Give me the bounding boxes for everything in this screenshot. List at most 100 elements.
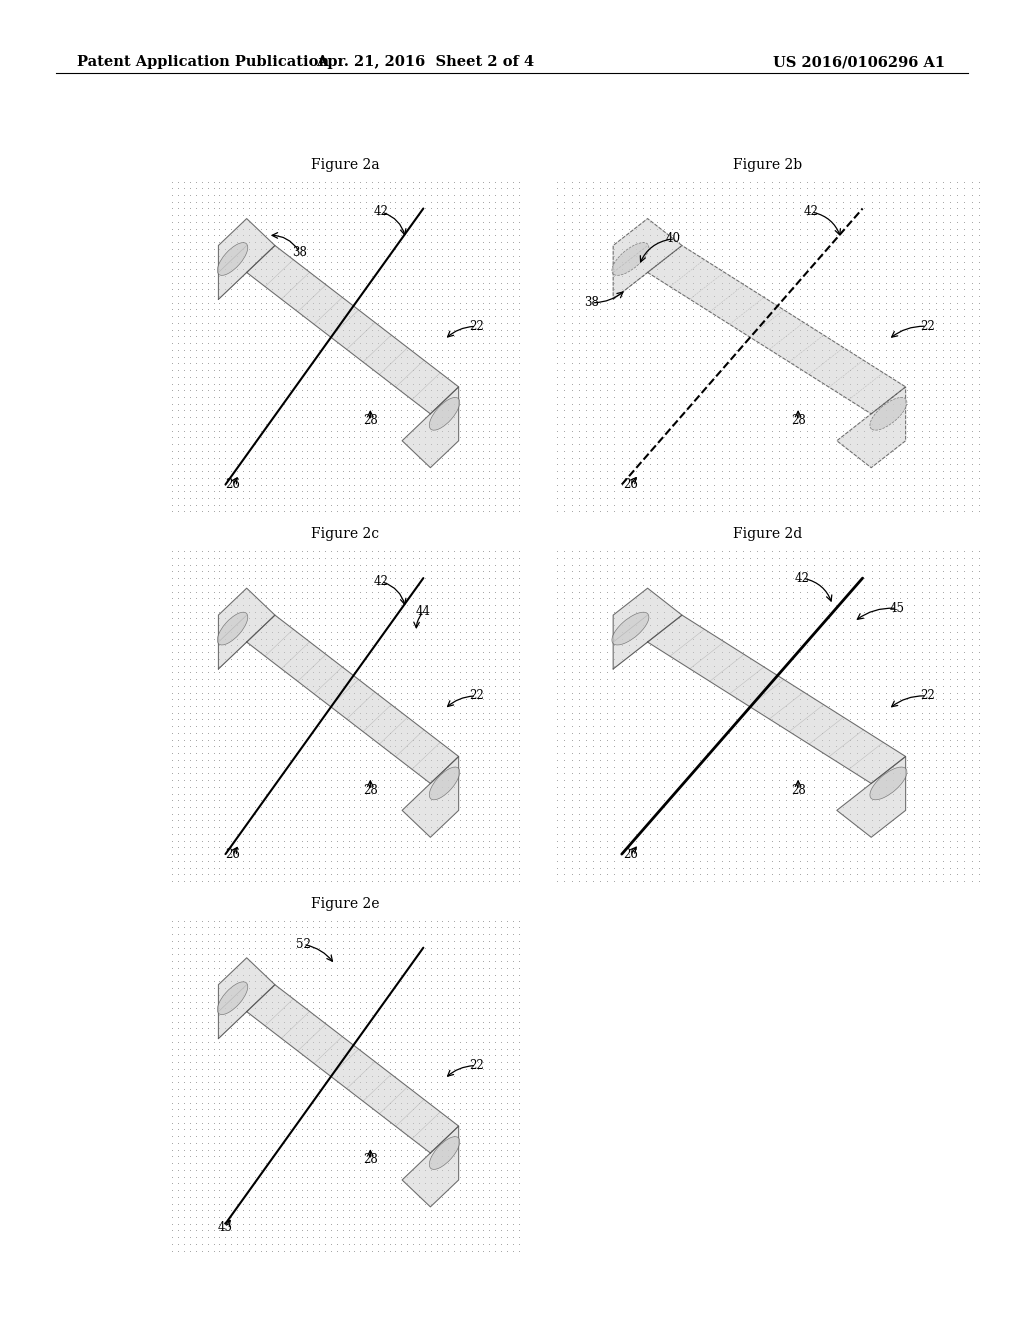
Point [164, 931, 180, 952]
Point [411, 970, 427, 991]
Point [358, 1133, 375, 1154]
Point [458, 917, 474, 939]
Point [187, 1052, 204, 1073]
Point [585, 622, 601, 643]
Point [275, 668, 292, 689]
Point [777, 709, 794, 730]
Point [417, 1239, 433, 1261]
Point [234, 931, 251, 952]
Point [211, 292, 227, 313]
Point [913, 682, 930, 704]
Point [913, 702, 930, 723]
Point [241, 682, 257, 704]
Point [440, 830, 457, 851]
Point [556, 272, 572, 293]
Point [170, 279, 186, 300]
Point [352, 1239, 369, 1261]
Point [399, 1146, 416, 1167]
Point [182, 568, 199, 589]
Point [176, 1206, 193, 1228]
Point [899, 198, 915, 219]
Point [799, 830, 815, 851]
Point [799, 494, 815, 515]
Point [194, 494, 210, 515]
Point [294, 265, 310, 286]
Point [742, 352, 759, 374]
Point [176, 702, 193, 723]
Point [428, 1200, 444, 1221]
Point [856, 594, 872, 615]
Point [458, 756, 474, 777]
Point [578, 668, 594, 689]
Point [628, 587, 644, 609]
Point [856, 239, 872, 260]
Point [792, 487, 808, 508]
Point [294, 374, 310, 395]
Point [621, 870, 637, 891]
Point [585, 426, 601, 447]
Point [493, 279, 509, 300]
Point [211, 339, 227, 360]
Point [556, 696, 572, 717]
Point [446, 1018, 463, 1039]
Point [885, 172, 901, 193]
Point [299, 548, 315, 569]
Point [458, 957, 474, 978]
Point [381, 413, 397, 434]
Point [364, 393, 380, 414]
Point [434, 172, 451, 193]
Point [417, 1065, 433, 1086]
Point [707, 750, 723, 771]
Point [458, 224, 474, 246]
Point [440, 702, 457, 723]
Point [642, 359, 658, 380]
Point [452, 1085, 468, 1106]
Point [176, 265, 193, 286]
Point [642, 837, 658, 858]
Point [200, 1092, 216, 1113]
Point [707, 306, 723, 327]
Point [404, 541, 421, 562]
Point [475, 313, 492, 334]
Point [252, 789, 268, 810]
Point [352, 393, 369, 414]
Point [728, 709, 744, 730]
Point [294, 1072, 310, 1093]
Point [335, 970, 351, 991]
Point [921, 224, 937, 246]
Point [252, 857, 268, 878]
Point [299, 426, 315, 447]
Point [411, 178, 427, 199]
Point [346, 587, 362, 609]
Point [578, 306, 594, 327]
Point [311, 393, 328, 414]
Point [428, 1065, 444, 1086]
Point [799, 648, 815, 669]
Point [170, 696, 186, 717]
Point [417, 964, 433, 985]
Point [906, 709, 923, 730]
Point [316, 326, 333, 347]
Point [358, 374, 375, 395]
Point [423, 609, 439, 630]
Point [370, 1065, 386, 1086]
Point [906, 635, 923, 656]
Point [282, 1180, 298, 1201]
Point [487, 211, 504, 232]
Point [469, 830, 485, 851]
Point [352, 218, 369, 239]
Point [381, 587, 397, 609]
Point [784, 689, 801, 710]
Point [899, 272, 915, 293]
Point [358, 205, 375, 226]
Point [358, 426, 375, 447]
Point [956, 594, 973, 615]
Point [971, 857, 987, 878]
Point [742, 306, 759, 327]
Point [434, 191, 451, 213]
Point [370, 743, 386, 764]
Point [428, 326, 444, 347]
Point [299, 1024, 315, 1045]
Point [842, 601, 858, 622]
Point [164, 407, 180, 428]
